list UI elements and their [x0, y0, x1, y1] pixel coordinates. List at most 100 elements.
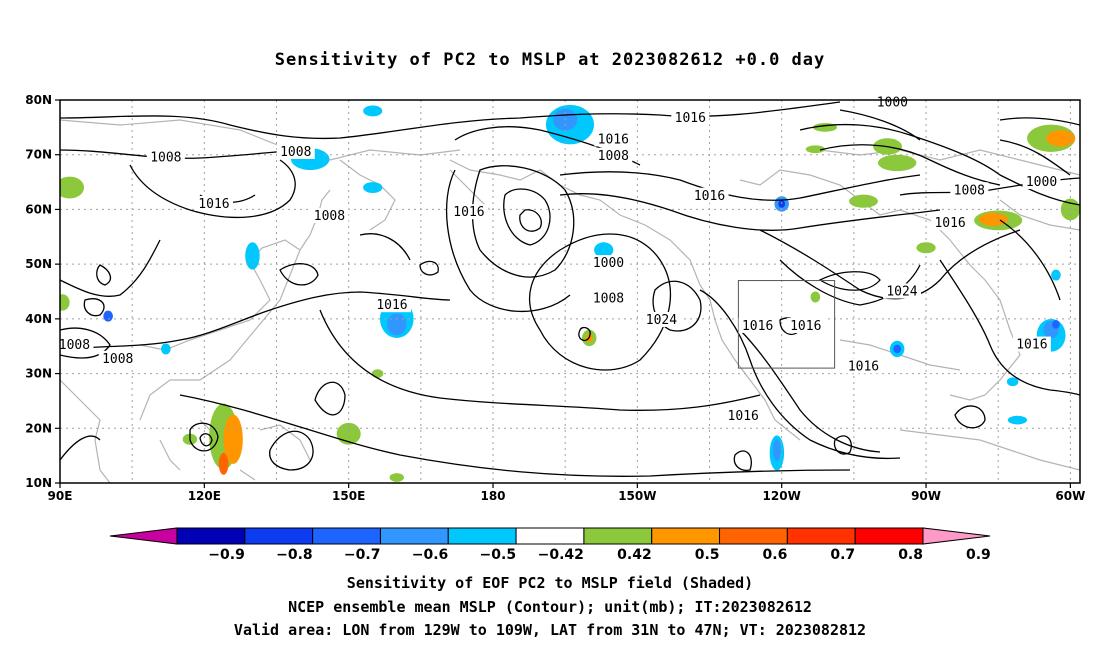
colorbar-label: 0.6	[763, 547, 788, 563]
contour-label-bg	[844, 358, 883, 374]
contour-label: 1016	[376, 298, 407, 313]
lon-tick-label: 90E	[48, 489, 73, 503]
shade-patch	[218, 452, 229, 475]
contour-label: 1008	[593, 292, 624, 307]
colorbar-label: 0.5	[695, 547, 720, 563]
contour-label-bg	[449, 204, 488, 220]
lon-tick-label: 90W	[911, 489, 941, 503]
colorbar-label: −0.9	[208, 547, 245, 563]
contour-label-bg	[146, 149, 185, 165]
lon-tick-label: 150E	[332, 489, 365, 503]
contour-label-bg	[931, 215, 970, 231]
colorbar-swatch	[786, 527, 856, 545]
contour-label: 1000	[593, 256, 624, 271]
colorbar-label: −0.7	[344, 547, 381, 563]
colorbar-label: −0.42	[538, 547, 584, 563]
lat-tick-label: 80N	[25, 93, 52, 107]
shade-patch	[245, 242, 260, 270]
colorbar-label: −0.6	[412, 547, 449, 563]
colorbar-swatch	[515, 527, 585, 545]
gridlines	[60, 100, 1080, 483]
shade-patch	[1046, 130, 1076, 147]
lat-tick-label: 60N	[25, 202, 52, 216]
lat-tick-label: 10N	[25, 476, 52, 490]
contour-label: 1008	[102, 352, 133, 367]
contour-label-bg	[738, 317, 777, 333]
lat-tick-label: 20N	[25, 421, 52, 435]
contour-label: 1008	[314, 209, 345, 224]
footer-line-2: NCEP ensemble mean MSLP (Contour); unit(…	[288, 598, 812, 616]
lon-tick-label: 60W	[1055, 489, 1085, 503]
shade-patch	[389, 473, 405, 482]
contour-label-bg	[310, 207, 349, 223]
shade-patch	[916, 242, 936, 254]
map-title: Sensitivity of PC2 to MSLP at 2023082612…	[274, 50, 826, 70]
contour-label: 1016	[1016, 338, 1047, 353]
colorbar-label: 0.42	[617, 547, 652, 563]
contour-label-bg	[882, 283, 921, 299]
contour-label: 1016	[934, 216, 965, 231]
contour-label-bg	[1012, 336, 1051, 352]
shade-patch	[223, 414, 243, 464]
lat-tick-label: 50N	[25, 257, 52, 271]
contour-label-bg	[690, 187, 729, 203]
shade-patch	[60, 176, 85, 199]
contour-label: 1008	[59, 338, 90, 353]
colorbar-swatch	[244, 527, 314, 545]
colorbar-label: 0.8	[898, 547, 923, 563]
map-frame	[59, 99, 1081, 484]
contour-label-bg	[589, 290, 628, 306]
shade-patch	[363, 182, 383, 194]
footer-line-3: Valid area: LON from 129W to 109W, LAT f…	[233, 621, 867, 639]
shade-patch	[893, 344, 902, 354]
shade-patch	[1052, 319, 1060, 329]
contour-label: 1008	[954, 183, 985, 198]
shade-patch	[1006, 377, 1019, 387]
colorbar-swatch	[312, 527, 381, 545]
colorbar-high-end	[922, 527, 991, 545]
lat-tick-label: 30N	[25, 367, 52, 381]
colorbar-swatch	[719, 527, 788, 545]
contour-label-bg	[589, 255, 628, 271]
contour-label: 1016	[848, 359, 879, 374]
contour-label-bg	[724, 408, 763, 424]
contour-label-bg	[372, 297, 411, 313]
contour-label: 1016	[598, 132, 629, 147]
shade-patch	[810, 291, 821, 303]
lon-tick-label: 180	[480, 489, 505, 503]
contour-label: 1016	[790, 319, 821, 334]
contour-label-bg	[950, 182, 989, 198]
contour-label: 1016	[198, 197, 229, 212]
shade-patch	[594, 242, 614, 258]
colorbar-label: 0.9	[966, 547, 991, 563]
contour-label: 1016	[694, 189, 725, 204]
valid-area-box	[737, 280, 836, 369]
lat-tick-label: 70N	[25, 148, 52, 162]
shade-patch	[805, 145, 826, 154]
colorbar-swatch	[651, 527, 721, 545]
contour-label-bg	[873, 94, 912, 110]
colorbar-swatch	[447, 527, 517, 545]
colorbar: −0.9 −0.8 −0.7 −0.6 −0.5 −0.42 0.42 0.5 0.6 0.7 0.…	[109, 527, 991, 563]
contour-label: 1016	[453, 205, 484, 220]
contour-label: 1024	[886, 285, 917, 300]
contour-label: 1008	[280, 145, 311, 160]
colorbar-swatch	[583, 527, 653, 545]
lon-tick-label: 120E	[188, 489, 221, 503]
shade-patch	[877, 154, 917, 172]
colorbar-label: 0.7	[830, 547, 855, 563]
lon-tick-label: 120W	[763, 489, 801, 503]
contour-label: 1016	[742, 319, 773, 334]
shade-patch	[161, 343, 171, 355]
shade-patch	[849, 194, 878, 208]
shade-patch	[103, 310, 113, 322]
contour-label-bg	[594, 147, 633, 163]
shade-patch	[1051, 269, 1061, 281]
shade-patch	[363, 105, 383, 117]
shade-patch	[978, 212, 1008, 226]
colorbar-swatch	[854, 527, 924, 545]
contour-label: 1008	[150, 150, 181, 165]
footer-line-1: Sensitivity of EOF PC2 to MSLP field (Sh…	[346, 574, 754, 592]
contour-label-bg	[786, 317, 825, 333]
